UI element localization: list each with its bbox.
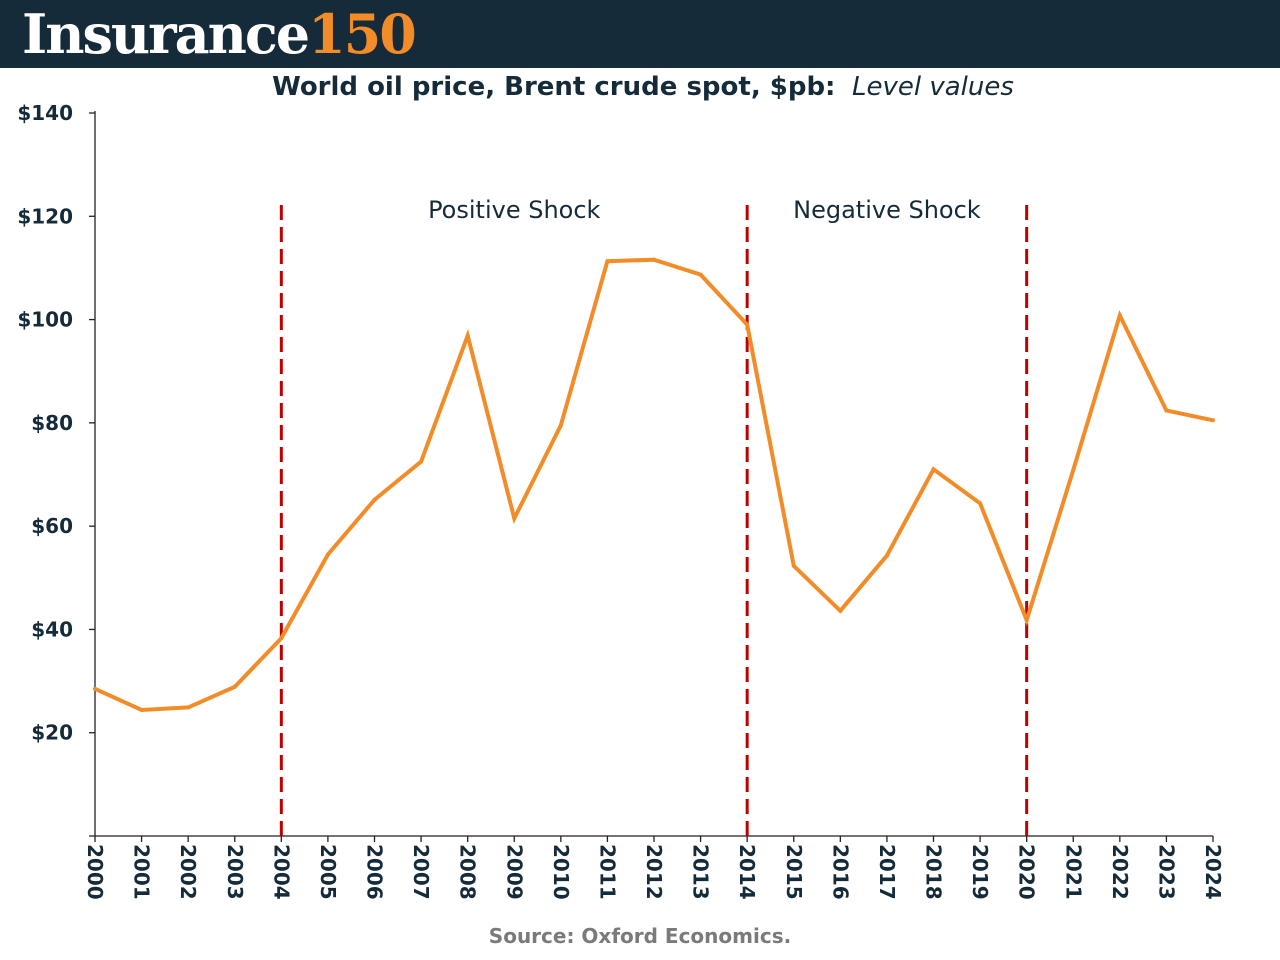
x-tick-label: 2020 (1015, 844, 1039, 900)
y-tick-label: $120 (17, 204, 73, 228)
data-point (698, 272, 703, 277)
data-point (1211, 418, 1215, 423)
data-point (279, 636, 284, 641)
x-tick-label: 2003 (223, 844, 247, 900)
x-tick-label: 2006 (363, 844, 387, 900)
data-point (978, 501, 983, 506)
y-tick-label: $60 (31, 514, 73, 538)
data-point (605, 259, 610, 264)
data-point (1071, 467, 1076, 472)
x-tick-label: 2012 (642, 844, 666, 900)
data-point (93, 686, 97, 691)
x-tick-label: 2010 (549, 844, 573, 900)
data-point (791, 563, 796, 568)
brand-logo-word: Insurance (22, 2, 310, 66)
x-tick-label: 2016 (828, 844, 852, 900)
data-point (186, 705, 191, 710)
data-point (931, 467, 936, 472)
x-tick-label: 2008 (456, 844, 480, 900)
x-tick-label: 2024 (1201, 844, 1225, 900)
y-tick-label: $40 (31, 617, 73, 641)
x-tick-label: 2017 (875, 844, 899, 900)
data-point (838, 608, 843, 613)
brand-logo: Insurance150 (22, 2, 417, 66)
chart-subtitle: Level values (852, 72, 1014, 102)
data-point (512, 516, 517, 521)
x-tick-label: 2021 (1061, 844, 1085, 900)
x-tick-label: 2019 (968, 844, 992, 900)
data-point (1117, 313, 1122, 318)
x-tick-label: 2023 (1154, 844, 1178, 900)
data-point (325, 552, 330, 557)
x-tick-label: 2014 (735, 844, 759, 900)
data-point (465, 333, 470, 338)
data-point (232, 684, 237, 689)
brent-price-line (94, 257, 1214, 713)
oil-price-chart: $20 $40 $60 $80 $100 $120 $140 2000 2001 2002 2003… (17, 101, 1225, 900)
data-point (139, 707, 144, 712)
data-point (558, 423, 563, 428)
shock-annotation: Negative Shock (793, 196, 981, 224)
x-tick-label: 2011 (595, 844, 619, 900)
shock-annotation: Positive Shock (428, 196, 600, 224)
data-point (419, 459, 424, 464)
x-tick-label: 2013 (689, 844, 713, 900)
x-tick-label: 2018 (922, 844, 946, 900)
data-point (1164, 408, 1169, 413)
brand-logo-number: 150 (308, 2, 417, 66)
chart-title-main: World oil price, Brent crude spot, $pb: (272, 72, 836, 102)
data-point (745, 322, 750, 327)
x-tick-label: 2022 (1108, 844, 1132, 900)
y-tick-label: $20 (31, 721, 73, 745)
chart-title: World oil price, Brent crude spot, $pb: … (0, 72, 1280, 102)
y-tick-label: $140 (17, 101, 73, 125)
x-tick-label: 2002 (176, 844, 200, 900)
brand-header: Insurance150 (0, 0, 1280, 68)
data-point (372, 497, 377, 502)
x-tick-label: 2007 (409, 844, 433, 900)
x-tick-label: 2004 (269, 844, 293, 900)
x-tick-label: 2015 (782, 844, 806, 900)
x-tick-label: 2009 (502, 844, 526, 900)
source-note: Source: Oxford Economics. (488, 924, 792, 948)
data-point (652, 257, 656, 262)
data-point (1024, 618, 1029, 623)
x-tick-label: 2001 (130, 844, 154, 900)
y-tick-label: $80 (31, 411, 73, 435)
x-tick-label: 2000 (83, 844, 107, 900)
x-tick-label: 2005 (316, 844, 340, 900)
y-tick-label: $100 (17, 308, 73, 332)
data-point (884, 553, 889, 558)
